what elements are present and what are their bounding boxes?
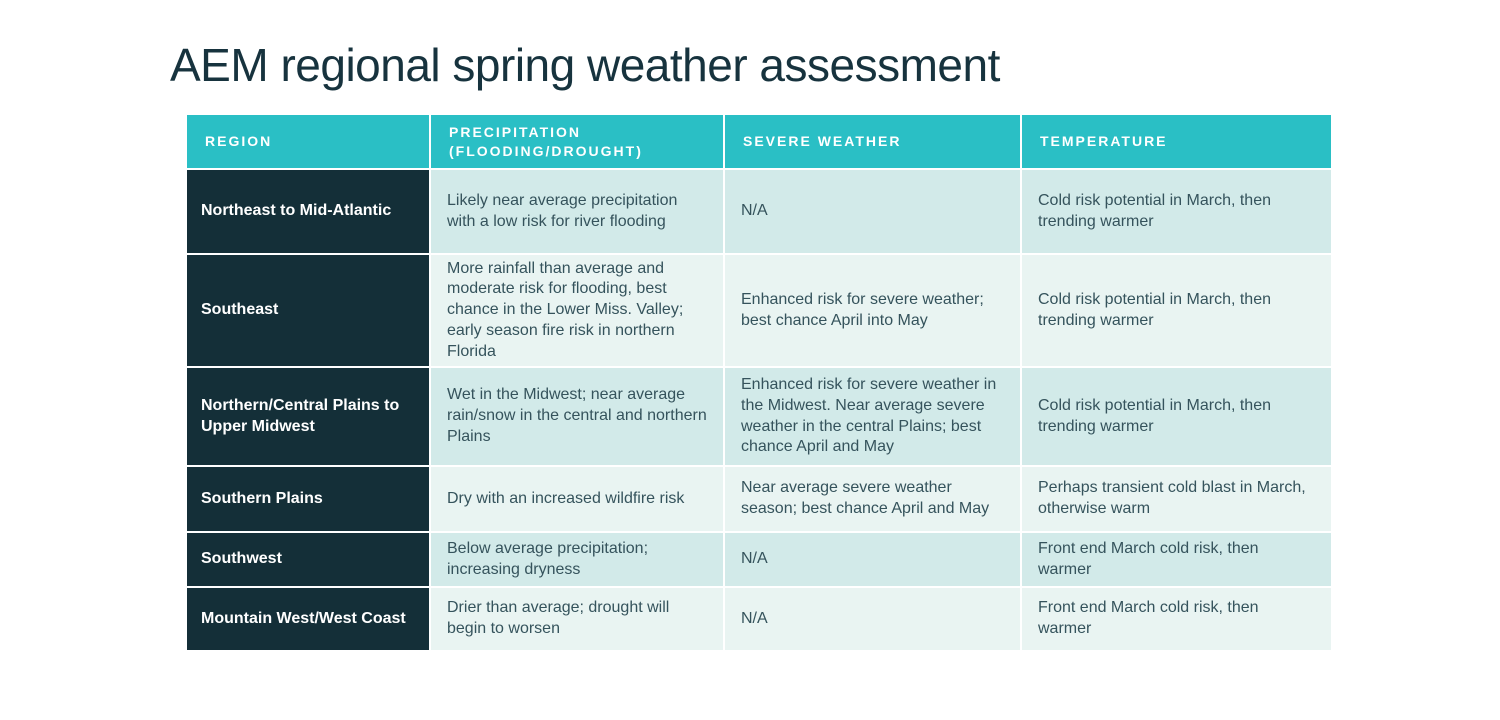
region-cell: Northeast to Mid-Atlantic	[187, 170, 429, 253]
region-cell: Southwest	[187, 533, 429, 586]
temperature-cell: Cold risk potential in March, then trend…	[1022, 170, 1331, 253]
header-cell-temperature: TEMPERATURE	[1022, 115, 1331, 168]
severe-weather-cell: Enhanced risk for severe weather in the …	[725, 368, 1020, 465]
severe-weather-cell: N/A	[725, 533, 1020, 586]
precipitation-cell: Drier than average; drought will begin t…	[431, 588, 723, 650]
temperature-cell: Front end March cold risk, then warmer	[1022, 588, 1331, 650]
region-cell: Southeast	[187, 255, 429, 366]
severe-weather-cell: N/A	[725, 170, 1020, 253]
temperature-cell: Front end March cold risk, then warmer	[1022, 533, 1331, 586]
precipitation-cell: Below average precipitation; increasing …	[431, 533, 723, 586]
header-cell-precipitation: PRECIPITATION (FLOODING/DROUGHT)	[431, 115, 723, 168]
precipitation-cell: Wet in the Midwest; near average rain/sn…	[431, 368, 723, 465]
weather-assessment-table: REGION PRECIPITATION (FLOODING/DROUGHT) …	[187, 115, 1331, 650]
severe-weather-cell: Near average severe weather season; best…	[725, 467, 1020, 531]
temperature-cell: Cold risk potential in March, then trend…	[1022, 255, 1331, 366]
temperature-cell: Perhaps transient cold blast in March, o…	[1022, 467, 1331, 531]
region-cell: Mountain West/West Coast	[187, 588, 429, 650]
severe-weather-cell: Enhanced risk for severe weather; best c…	[725, 255, 1020, 366]
precipitation-cell: Dry with an increased wildfire risk	[431, 467, 723, 531]
header-cell-region: REGION	[187, 115, 429, 168]
temperature-cell: Cold risk potential in March, then trend…	[1022, 368, 1331, 465]
precipitation-cell: More rainfall than average and moderate …	[431, 255, 723, 366]
region-cell: Northern/Central Plains to Upper Midwest	[187, 368, 429, 465]
severe-weather-cell: N/A	[725, 588, 1020, 650]
region-cell: Southern Plains	[187, 467, 429, 531]
header-cell-severe-weather: SEVERE WEATHER	[725, 115, 1020, 168]
page-title: AEM regional spring weather assessment	[170, 39, 1000, 91]
precipitation-cell: Likely near average precipitation with a…	[431, 170, 723, 253]
